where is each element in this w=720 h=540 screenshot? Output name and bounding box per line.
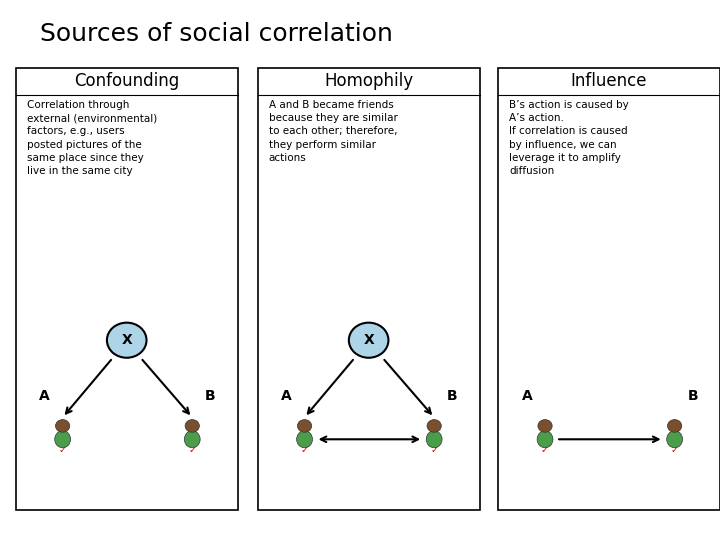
Text: ✓: ✓ [670,445,679,455]
Ellipse shape [537,431,553,448]
Ellipse shape [538,420,552,432]
Ellipse shape [185,420,199,432]
Ellipse shape [55,420,70,432]
Ellipse shape [427,420,441,432]
Text: Confounding: Confounding [74,72,179,90]
Text: Homophily: Homophily [324,72,413,90]
Text: A: A [282,389,292,403]
Text: ✓: ✓ [58,445,67,455]
Text: X: X [364,333,374,347]
Ellipse shape [426,431,442,448]
Text: Sources of social correlation: Sources of social correlation [40,22,392,45]
Text: B: B [688,389,698,403]
Bar [498,68,720,510]
Text: B: B [447,389,457,403]
Text: Influence: Influence [571,72,647,90]
Text: A and B became friends
because they are similar
to each other; therefore,
they p: A and B became friends because they are … [269,100,397,163]
Ellipse shape [667,420,682,432]
Text: Correlation through
external (environmental)
factors, e.g., users
posted picture: Correlation through external (environmen… [27,100,157,176]
Text: ✓: ✓ [300,445,309,455]
Bar [258,68,480,510]
Bar [16,68,238,510]
Ellipse shape [297,420,312,432]
Ellipse shape [184,431,200,448]
Text: A: A [40,389,50,403]
Ellipse shape [297,431,312,448]
Ellipse shape [107,322,147,357]
Text: B’s action is caused by
A’s action.
If correlation is caused
by influence, we ca: B’s action is caused by A’s action. If c… [509,100,629,176]
Ellipse shape [348,322,389,357]
Ellipse shape [55,431,71,448]
Ellipse shape [667,431,683,448]
Text: X: X [122,333,132,347]
Text: A: A [522,389,532,403]
Text: ✓: ✓ [541,445,549,455]
Text: B: B [205,389,215,403]
Text: ✓: ✓ [188,445,197,455]
Text: ✓: ✓ [430,445,438,455]
